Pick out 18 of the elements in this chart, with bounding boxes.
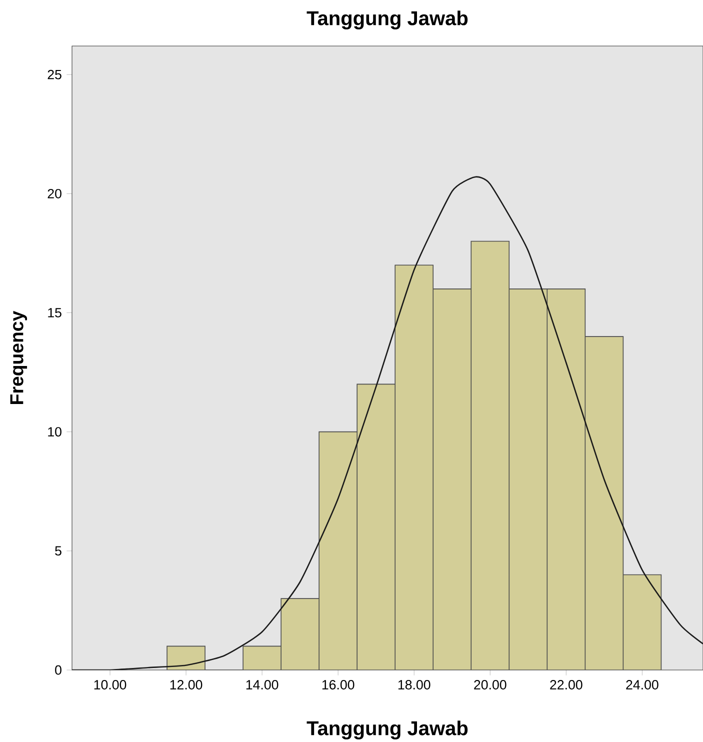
y-tick-label: 5 — [55, 546, 62, 556]
x-tick-label: 22.00 — [550, 680, 582, 690]
y-tick-label: 0 — [55, 665, 62, 675]
x-tick-label: 24.00 — [626, 680, 658, 690]
y-tick-label: 20 — [48, 188, 62, 198]
y-tick-label: 15 — [48, 308, 62, 318]
y-tick-label: 25 — [48, 70, 62, 80]
x-tick-label: 20.00 — [474, 680, 506, 690]
x-tick-label: 16.00 — [322, 680, 354, 690]
line-series — [72, 176, 703, 670]
y-tick-label: 10 — [48, 427, 62, 437]
chart-title: Tanggung Jawab — [306, 10, 468, 30]
x-tick-label: 12.00 — [170, 680, 202, 690]
y-axis-title: Frequency — [10, 310, 28, 404]
x-tick-label: 14.00 — [246, 680, 278, 690]
x-tick-label: 18.00 — [398, 680, 430, 690]
x-tick-label: 10.00 — [94, 680, 126, 690]
x-axis-title: Tanggung Jawab — [306, 720, 468, 740]
